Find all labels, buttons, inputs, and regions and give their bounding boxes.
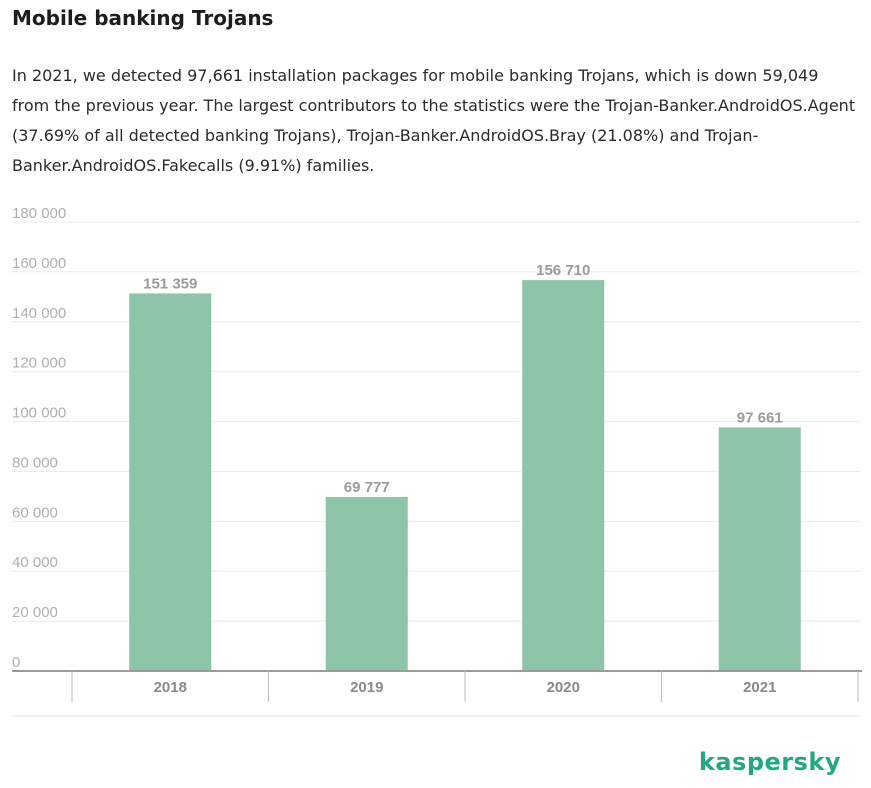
data-labels: 151 359 69 777 156 710 97 661 (143, 262, 783, 496)
data-label-2021: 97 661 (737, 409, 783, 426)
x-tick-label-2019: 2019 (350, 679, 383, 696)
y-tick-label: 60 000 (12, 504, 58, 521)
y-tick-label: 180 000 (12, 205, 66, 222)
x-tick-label-2020: 2020 (547, 679, 580, 696)
data-label-2020: 156 710 (536, 262, 590, 279)
y-tick-label: 120 000 (12, 355, 66, 372)
chart-description: In 2021, we detected 97,661 installation… (12, 66, 856, 175)
y-tick-label: 80 000 (12, 454, 58, 471)
x-axis: 2018 2019 2020 2021 (12, 670, 862, 717)
bar-2021 (718, 427, 801, 671)
data-label-2019: 69 777 (344, 479, 390, 496)
y-axis-ticks: 0 20 000 40 000 60 000 80 000 100 000 120 000 1… (12, 205, 66, 671)
y-tick-label: 40 000 (12, 554, 58, 571)
bar-2019 (325, 496, 408, 671)
y-tick-label: 100 000 (12, 405, 66, 422)
y-tick-label: 160 000 (12, 255, 66, 272)
x-tick-label-2018: 2018 (154, 679, 187, 696)
bar-2020 (522, 280, 605, 671)
x-tick-label-2021: 2021 (743, 679, 776, 696)
data-label-2018: 151 359 (143, 275, 197, 292)
y-tick-label: 140 000 (12, 305, 66, 322)
y-tick-label: 0 (12, 654, 20, 671)
bars (129, 280, 801, 671)
y-tick-label: 20 000 (12, 604, 58, 621)
bar-2018 (129, 293, 212, 671)
kaspersky-logo: kaspersky (698, 748, 841, 776)
chart-title: Mobile banking Trojans (12, 6, 274, 30)
